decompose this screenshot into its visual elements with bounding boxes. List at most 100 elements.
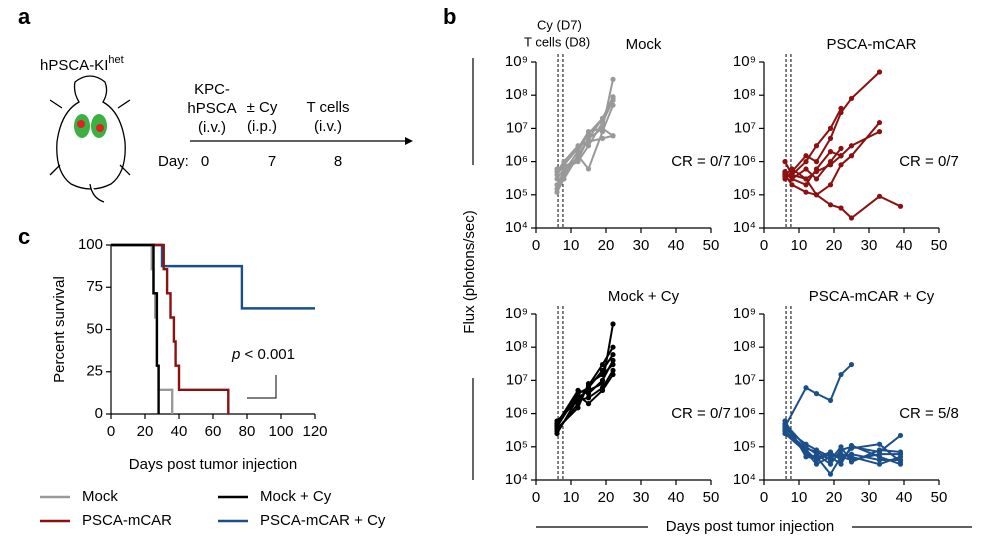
data-point bbox=[838, 153, 844, 159]
x-tick-label: 10 bbox=[563, 489, 580, 506]
x-tick-label: 80 bbox=[239, 423, 256, 440]
data-point bbox=[610, 95, 616, 102]
data-point bbox=[838, 451, 844, 457]
x-tick-label: 40 bbox=[896, 237, 913, 254]
cr-label: CR = 0/7 bbox=[899, 153, 959, 170]
y-tick-label: 10⁸ bbox=[733, 86, 756, 103]
data-point bbox=[803, 159, 809, 165]
data-point bbox=[789, 182, 795, 188]
data-point bbox=[561, 159, 567, 165]
data-point bbox=[848, 215, 855, 221]
y-tick-label: 10⁶ bbox=[733, 153, 756, 170]
data-point bbox=[813, 176, 820, 182]
x-axis-label: Days post tumor injection bbox=[666, 518, 834, 535]
data-point bbox=[554, 176, 560, 182]
data-point bbox=[897, 449, 904, 455]
data-point bbox=[876, 193, 883, 199]
data-point bbox=[585, 129, 592, 135]
data-point bbox=[575, 387, 581, 393]
step-text: (i.v.) bbox=[198, 119, 226, 136]
data-point bbox=[782, 428, 788, 434]
step-text: hPSCA bbox=[187, 100, 236, 117]
data-point bbox=[827, 149, 834, 155]
data-point bbox=[585, 395, 592, 401]
data-point bbox=[897, 203, 904, 209]
data-point bbox=[610, 357, 616, 364]
x-tick-label: 30 bbox=[633, 489, 650, 506]
data-point bbox=[585, 381, 592, 387]
data-point bbox=[610, 76, 616, 82]
data-point bbox=[610, 344, 616, 350]
data-point bbox=[813, 192, 820, 198]
data-point bbox=[782, 170, 788, 176]
data-point bbox=[610, 367, 616, 374]
y-tick-label: 100 bbox=[78, 236, 103, 253]
x-tick-label: 40 bbox=[171, 423, 188, 440]
data-point bbox=[827, 159, 834, 165]
data-point bbox=[610, 133, 616, 139]
data-point bbox=[827, 461, 834, 467]
x-tick-label: 40 bbox=[668, 489, 685, 506]
data-point bbox=[599, 387, 606, 393]
y-tick-label: 10⁴ bbox=[505, 219, 528, 236]
mouse-icon bbox=[49, 75, 131, 203]
data-point bbox=[585, 401, 592, 407]
step-text: (i.v.) bbox=[314, 118, 342, 135]
x-tick-label: 50 bbox=[703, 489, 720, 506]
y-tick-label: 10⁶ bbox=[505, 405, 528, 422]
data-point bbox=[789, 166, 795, 172]
data-point bbox=[838, 145, 844, 151]
data-point bbox=[813, 455, 820, 461]
mouse-trace bbox=[556, 97, 614, 170]
data-point bbox=[803, 153, 809, 159]
arrow-head bbox=[405, 137, 413, 145]
data-point bbox=[827, 471, 834, 477]
day-number: 0 bbox=[201, 153, 209, 170]
panel-title: Mock bbox=[626, 36, 662, 53]
y-tick-label: 50 bbox=[86, 320, 103, 337]
data-point bbox=[827, 457, 834, 463]
data-point bbox=[838, 162, 844, 168]
day-number: 7 bbox=[268, 153, 276, 170]
data-point bbox=[848, 361, 855, 368]
y-tick-label: 0 bbox=[95, 405, 103, 422]
panel-title: PSCA-mCAR + Cy bbox=[809, 288, 935, 305]
x-tick-label: 0 bbox=[760, 237, 768, 254]
step-text: T cells bbox=[306, 99, 349, 116]
data-point bbox=[827, 135, 834, 141]
data-point bbox=[827, 125, 834, 131]
x-tick-label: 0 bbox=[532, 489, 540, 506]
y-tick-label: 10⁵ bbox=[505, 438, 528, 455]
data-point bbox=[585, 391, 592, 397]
y-tick-label: 10⁹ bbox=[733, 53, 756, 70]
y-tick-label: 25 bbox=[86, 363, 103, 380]
data-point bbox=[554, 189, 560, 195]
x-tick-label: 0 bbox=[760, 489, 768, 506]
data-point bbox=[599, 371, 606, 378]
data-point bbox=[827, 397, 834, 403]
treatment-label: Cy (D7) bbox=[537, 17, 582, 32]
data-point bbox=[876, 69, 883, 75]
x-tick-label: 30 bbox=[861, 237, 878, 254]
step-text: KPC- bbox=[194, 81, 230, 98]
x-tick-label: 0 bbox=[532, 237, 540, 254]
x-tick-label: 30 bbox=[633, 237, 650, 254]
data-point bbox=[838, 457, 844, 463]
x-tick-label: 20 bbox=[826, 489, 843, 506]
x-tick-label: 100 bbox=[268, 423, 293, 440]
y-tick-label: 10⁶ bbox=[733, 405, 756, 422]
panel-label: a bbox=[18, 4, 31, 29]
cr-label: CR = 5/8 bbox=[899, 405, 959, 422]
data-point bbox=[789, 176, 795, 182]
cr-label: CR = 0/7 bbox=[671, 405, 731, 422]
data-point bbox=[848, 454, 855, 460]
data-point bbox=[803, 182, 809, 188]
data-point bbox=[554, 426, 560, 432]
survival-curve bbox=[111, 243, 160, 414]
data-point bbox=[827, 449, 834, 455]
y-tick-label: 10⁸ bbox=[505, 86, 528, 103]
data-point bbox=[876, 447, 883, 453]
data-point bbox=[575, 156, 581, 162]
y-tick-label: 10⁷ bbox=[734, 371, 756, 388]
